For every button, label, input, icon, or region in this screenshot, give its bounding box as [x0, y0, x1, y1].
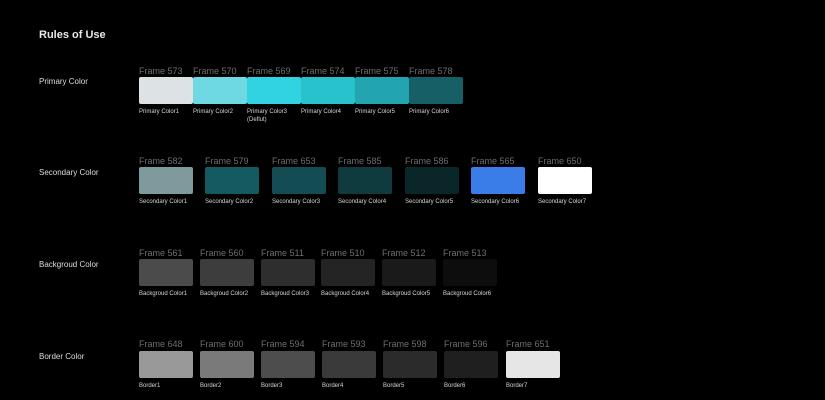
frame-label: Frame 560	[200, 248, 244, 258]
color-swatch[interactable]	[247, 77, 301, 104]
swatch-caption: Border2	[200, 383, 222, 389]
swatch-caption: Border4	[322, 383, 344, 389]
frame-label: Frame 578	[409, 66, 453, 76]
swatch-caption: Backgroud Color6	[443, 291, 492, 297]
swatch-caption: Border7	[506, 383, 528, 389]
frame-label: Frame 600	[200, 339, 244, 349]
swatch-caption: Primary Color2	[193, 109, 234, 115]
swatch-caption: Secondary Color5	[405, 199, 454, 205]
swatch-caption: Primary Color1	[139, 109, 180, 115]
frame-label: Frame 573	[139, 66, 183, 76]
swatch-caption: Backgroud Color4	[321, 291, 370, 297]
color-swatch[interactable]	[409, 77, 463, 104]
section-label-background: Backgroud Color	[39, 260, 99, 269]
color-swatch[interactable]	[355, 77, 409, 104]
swatch-caption: Secondary Color1	[139, 199, 188, 205]
frame-label: Frame 579	[205, 156, 249, 166]
swatch-caption: Border3	[261, 383, 283, 389]
frame-label: Frame 513	[443, 248, 487, 258]
swatch-caption: Primary Color6	[409, 109, 450, 115]
swatch-caption: Secondary Color7	[538, 199, 587, 205]
color-swatch[interactable]	[506, 351, 560, 378]
frame-label: Frame 569	[247, 66, 291, 76]
frame-label: Frame 512	[382, 248, 426, 258]
swatch-caption: Border6	[444, 383, 466, 389]
swatch-caption: Secondary Color4	[338, 199, 387, 205]
swatch-caption-default: (Deflut)	[247, 117, 267, 123]
swatch-caption: Backgroud Color5	[382, 291, 431, 297]
frame-label: Frame 585	[338, 156, 382, 166]
swatch-caption: Secondary Color6	[471, 199, 520, 205]
frame-label: Frame 586	[405, 156, 449, 166]
swatch-caption: Border1	[139, 383, 161, 389]
color-swatch[interactable]	[272, 167, 326, 194]
section-label-secondary: Secondary Color	[39, 168, 99, 177]
color-swatch[interactable]	[139, 77, 193, 104]
swatch-caption: Primary Color5	[355, 109, 396, 115]
frame-label: Frame 594	[261, 339, 305, 349]
frame-label: Frame 648	[139, 339, 183, 349]
frame-label: Frame 653	[272, 156, 316, 166]
swatch-caption: Secondary Color3	[272, 199, 321, 205]
frame-label: Frame 570	[193, 66, 237, 76]
color-swatch[interactable]	[444, 351, 498, 378]
color-swatch[interactable]	[322, 351, 376, 378]
color-swatch[interactable]	[301, 77, 355, 104]
color-swatch[interactable]	[139, 167, 193, 194]
swatch-caption: Backgroud Color2	[200, 291, 249, 297]
color-swatch[interactable]	[383, 351, 437, 378]
color-swatch[interactable]	[261, 351, 315, 378]
swatch-caption: Primary Color3	[247, 109, 288, 115]
section-label-primary: Primary Color	[39, 77, 88, 86]
color-swatch[interactable]	[200, 259, 254, 286]
frame-label: Frame 598	[383, 339, 427, 349]
swatch-caption: Backgroud Color1	[139, 291, 188, 297]
color-swatch[interactable]	[193, 77, 247, 104]
page-title: Rules of Use	[39, 29, 106, 41]
frame-label: Frame 593	[322, 339, 366, 349]
frame-label: Frame 651	[506, 339, 550, 349]
frame-label: Frame 510	[321, 248, 365, 258]
color-swatch[interactable]	[382, 259, 436, 286]
swatch-caption: Primary Color4	[301, 109, 342, 115]
frame-label: Frame 596	[444, 339, 488, 349]
color-swatch[interactable]	[538, 167, 592, 194]
color-swatch[interactable]	[200, 351, 254, 378]
color-swatch[interactable]	[321, 259, 375, 286]
color-swatch[interactable]	[139, 351, 193, 378]
frame-label: Frame 561	[139, 248, 183, 258]
section-label-border: Border Color	[39, 352, 85, 361]
frame-label: Frame 582	[139, 156, 183, 166]
color-swatch[interactable]	[443, 259, 497, 286]
color-swatch[interactable]	[338, 167, 392, 194]
frame-label: Frame 575	[355, 66, 399, 76]
swatch-caption: Secondary Color2	[205, 199, 254, 205]
color-swatch[interactable]	[261, 259, 315, 286]
frame-label: Frame 574	[301, 66, 345, 76]
color-swatch[interactable]	[405, 167, 459, 194]
frame-label: Frame 650	[538, 156, 582, 166]
swatch-caption: Border5	[383, 383, 405, 389]
frame-label: Frame 565	[471, 156, 515, 166]
color-swatch[interactable]	[471, 167, 525, 194]
color-swatch[interactable]	[139, 259, 193, 286]
color-swatch[interactable]	[205, 167, 259, 194]
frame-label: Frame 511	[261, 248, 304, 258]
swatch-caption: Backgroud Color3	[261, 291, 310, 297]
